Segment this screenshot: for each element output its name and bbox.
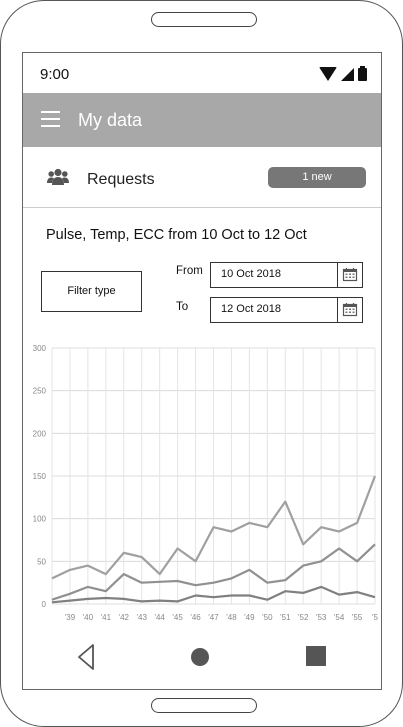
y-tick-label: 250 <box>33 387 47 396</box>
data-range-title: Pulse, Temp, ECC from 10 Oct to 12 Oct <box>46 227 307 243</box>
speaker-slot <box>151 12 257 27</box>
x-tick-label: '41 <box>101 613 112 622</box>
x-tick-label: '44 <box>154 613 165 622</box>
menu-icon[interactable] <box>41 111 60 127</box>
x-tick-label: '5 <box>372 613 379 622</box>
android-nav-bar <box>23 638 381 688</box>
x-tick-label: '49 <box>244 613 255 622</box>
from-date-value: 10 Oct 2018 <box>221 268 281 280</box>
y-tick-label: 300 <box>33 344 47 353</box>
calendar-icon[interactable] <box>337 298 362 322</box>
home-circle-icon[interactable] <box>191 648 209 666</box>
requests-row[interactable]: Requests 1 new <box>23 147 381 208</box>
x-tick-label: '46 <box>190 613 201 622</box>
back-triangle-icon[interactable] <box>76 643 96 671</box>
vitals-line-chart: 0 50 100 150 200 250 300 '39 '40 '41 '42 '43 '44 '45 '… <box>33 344 379 622</box>
status-time: 9:00 <box>40 66 70 83</box>
x-tick-label: '50 <box>262 613 273 622</box>
x-tick-label: '54 <box>334 613 345 622</box>
screen: 9:00 My data Requests 1 new Pulse, Temp,… <box>22 52 382 690</box>
from-label: From <box>176 265 203 277</box>
to-date-field[interactable]: 12 Oct 2018 <box>210 297 363 323</box>
x-tick-label: '48 <box>226 613 237 622</box>
from-date-field[interactable]: 10 Oct 2018 <box>210 262 363 288</box>
y-tick-label: 50 <box>37 557 46 566</box>
requests-label: Requests <box>87 171 155 188</box>
y-tick-label: 200 <box>33 429 47 438</box>
status-bar: 9:00 <box>23 53 381 93</box>
x-tick-label: '39 <box>65 613 76 622</box>
x-tick-label: '43 <box>137 613 148 622</box>
y-tick-label: 100 <box>33 515 47 524</box>
x-tick-label: '53 <box>316 613 327 622</box>
series-line-3 <box>51 585 376 604</box>
signal-icon <box>341 67 354 81</box>
to-date-value: 12 Oct 2018 <box>221 303 281 315</box>
page-title: My data <box>78 110 143 130</box>
home-pill <box>151 698 257 713</box>
y-tick-label: 150 <box>33 472 47 481</box>
x-tick-label: '42 <box>119 613 130 622</box>
battery-icon <box>358 65 367 81</box>
wifi-icon <box>319 67 337 81</box>
x-tick-label: '55 <box>352 613 363 622</box>
filter-type-button[interactable]: Filter type <box>41 271 142 312</box>
app-bar: My data <box>23 93 381 147</box>
recent-square-icon[interactable] <box>306 646 326 666</box>
status-icons <box>319 65 367 81</box>
new-requests-badge[interactable]: 1 new <box>268 167 366 188</box>
x-tick-label: '40 <box>83 613 94 622</box>
x-tick-label: '47 <box>208 613 219 622</box>
x-tick-label: '52 <box>298 613 309 622</box>
y-tick-label: 0 <box>42 600 47 609</box>
calendar-icon[interactable] <box>337 263 362 287</box>
series-line-1 <box>51 475 377 580</box>
to-label: To <box>176 301 189 313</box>
x-tick-label: '45 <box>172 613 183 622</box>
x-tick-label: '51 <box>280 613 291 622</box>
people-icon <box>47 168 69 185</box>
series-line-2 <box>51 543 376 601</box>
